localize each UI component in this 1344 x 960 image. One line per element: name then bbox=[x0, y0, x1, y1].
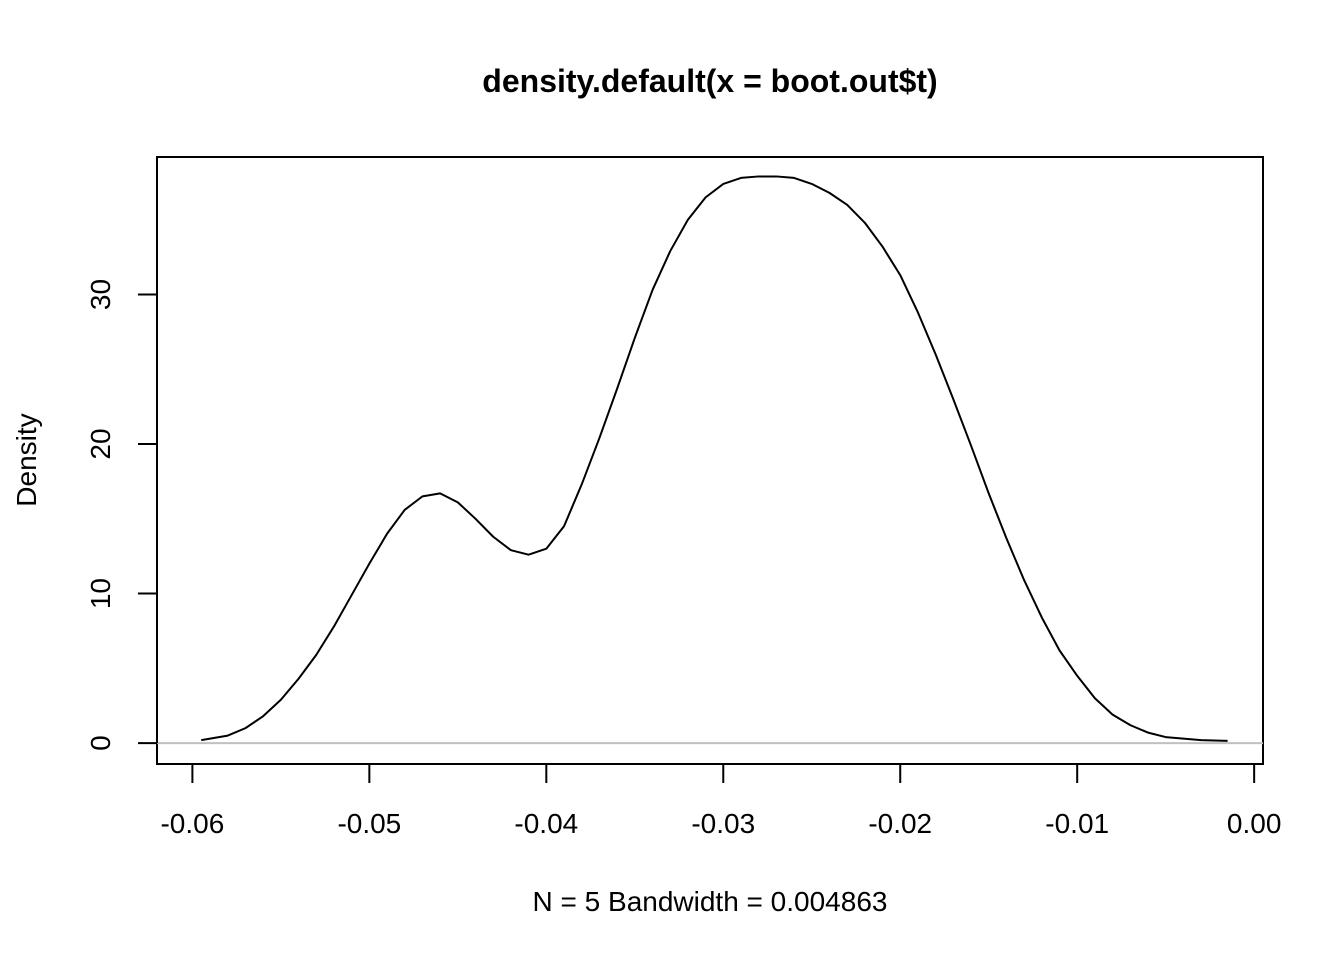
x-tick-label: -0.04 bbox=[514, 808, 578, 839]
x-tick-label: -0.05 bbox=[337, 808, 401, 839]
x-tick-label: -0.02 bbox=[868, 808, 932, 839]
y-tick-label: 10 bbox=[85, 578, 116, 609]
y-tick-label: 0 bbox=[85, 735, 116, 751]
x-tick-label: -0.06 bbox=[160, 808, 224, 839]
x-tick-label: -0.03 bbox=[691, 808, 755, 839]
plot-frame bbox=[156, 156, 1264, 765]
density-curve-line bbox=[201, 175, 1228, 742]
y-tick-label: 20 bbox=[85, 428, 116, 459]
x-tick-label: 0.00 bbox=[1227, 808, 1282, 839]
chart-title: density.default(x = boot.out$t) bbox=[482, 63, 937, 99]
x-axis: -0.06 -0.05 -0.04 -0.03 -0.02 -0.01 0.00 bbox=[160, 763, 1282, 839]
y-axis-label: Density bbox=[11, 413, 42, 506]
x-axis-label: N = 5 Bandwidth = 0.004863 bbox=[533, 886, 888, 917]
y-tick-label: 30 bbox=[85, 279, 116, 310]
curve-group bbox=[201, 175, 1228, 742]
y-axis: 0 10 20 30 bbox=[85, 279, 158, 751]
x-tick-label: -0.01 bbox=[1045, 808, 1109, 839]
